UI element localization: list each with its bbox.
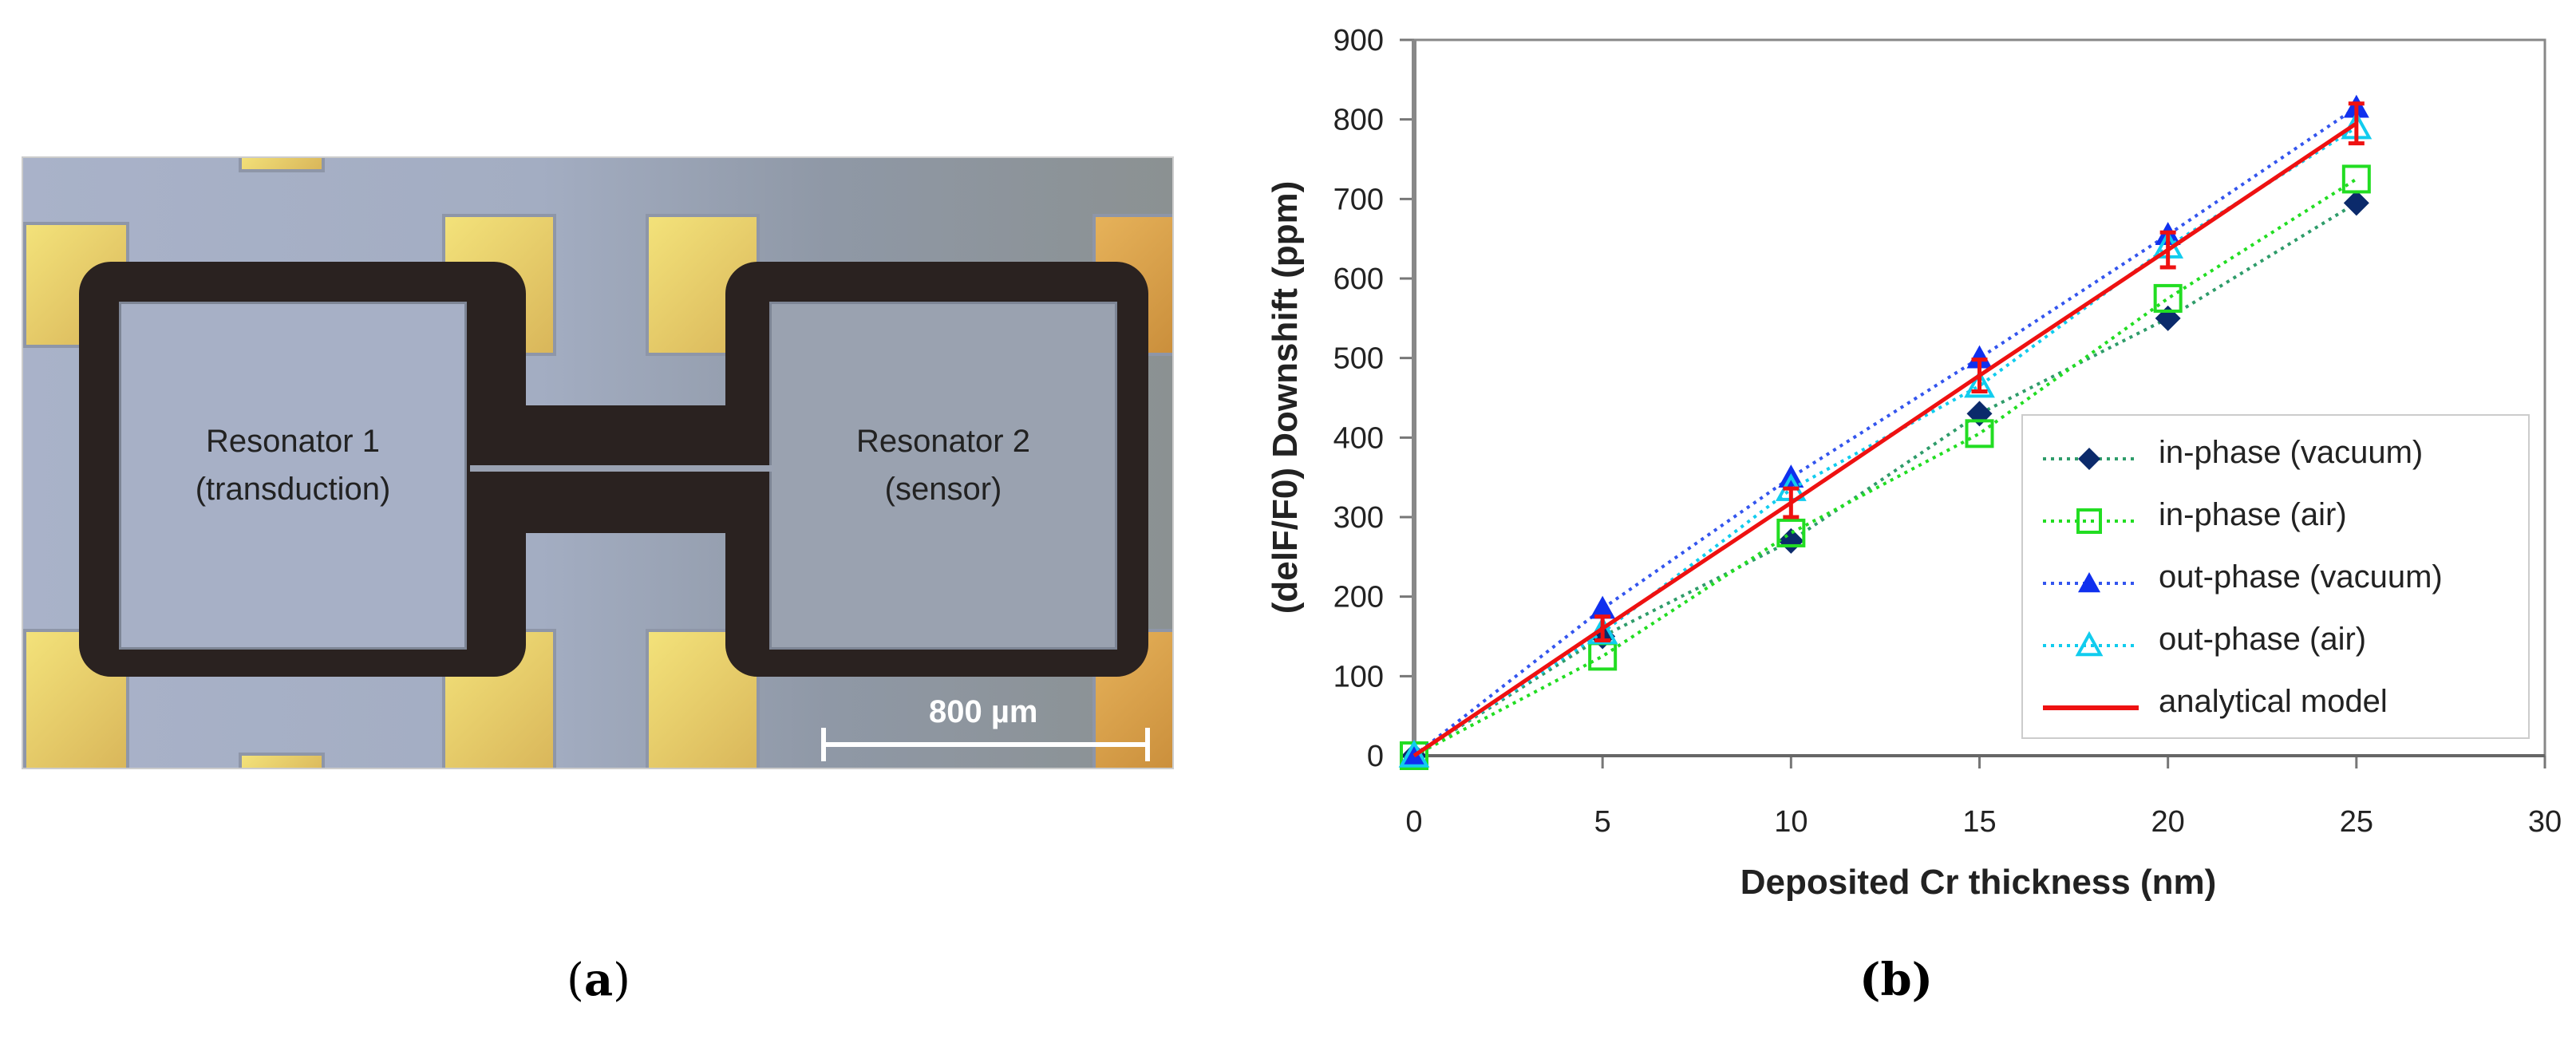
- legend-swatch: [2043, 630, 2139, 657]
- bond-pad: [239, 158, 325, 172]
- resonator-micrograph: Resonator 1 (transduction) Resonator 2 (…: [22, 156, 1174, 769]
- series-line: [1412, 201, 2357, 757]
- legend-label: out-phase (air): [2159, 622, 2367, 657]
- y-tick-label: 0: [1367, 740, 1384, 773]
- data-point: [1398, 739, 1430, 768]
- resonator-2-subtitle: (sensor): [884, 472, 1002, 507]
- legend-swatch: [2043, 572, 2139, 593]
- data-point: [2153, 283, 2183, 313]
- panel-a-label: (a): [567, 954, 630, 1006]
- data-point: [1590, 595, 1616, 619]
- data-point: [1965, 419, 1994, 448]
- x-tick-label: 5: [1594, 805, 1611, 839]
- scale-bar: [821, 728, 1150, 761]
- resonator-1-title: Resonator 1: [206, 424, 380, 459]
- x-axis-title: Deposited Cr thickness (nm): [1740, 863, 2217, 902]
- data-point: [1776, 518, 1806, 547]
- y-tick-label: 800: [1333, 104, 1384, 137]
- resonator-1: Resonator 1 (transduction): [119, 302, 467, 650]
- panel-a-letter: a: [583, 954, 614, 1006]
- y-tick-label: 900: [1333, 24, 1384, 57]
- x-tick-label: 15: [1962, 805, 1996, 839]
- legend-item: out-phase (air): [2039, 612, 2518, 676]
- y-tick-label: 400: [1333, 421, 1384, 455]
- data-point: [1964, 369, 1995, 398]
- series-line: [1412, 121, 2358, 758]
- legend-item: in-phase (air): [2039, 488, 2518, 551]
- series-analytical-model: [1412, 101, 2365, 758]
- legend-item: out-phase (vacuum): [2039, 550, 2518, 614]
- x-tick-label: 10: [1774, 805, 1808, 839]
- resonator-2-title: Resonator 2: [856, 424, 1030, 459]
- legend-item: in-phase (vacuum): [2039, 425, 2518, 489]
- legend-swatch: [2043, 705, 2139, 710]
- legend-label: in-phase (air): [2159, 497, 2347, 532]
- legend-label: analytical model: [2159, 684, 2388, 719]
- legend-label: in-phase (vacuum): [2159, 435, 2424, 470]
- series-line: [1413, 177, 2357, 757]
- resonator-2: Resonator 2 (sensor): [769, 302, 1117, 650]
- data-point: [2341, 164, 2371, 194]
- y-tick-label: 100: [1333, 660, 1384, 693]
- bond-pad: [239, 753, 325, 768]
- y-tick-label: 500: [1333, 342, 1384, 376]
- panel-b-label: (b): [1859, 954, 1934, 1006]
- legend-marker: [2075, 630, 2104, 657]
- y-axis-title: (delF/F0) Downshift (ppm): [1266, 181, 1305, 614]
- y-tick-label: 600: [1333, 263, 1384, 296]
- chart-legend: in-phase (vacuum) in-phase (air) out-phase…: [2021, 414, 2530, 739]
- x-tick-label: 25: [2340, 805, 2373, 839]
- legend-marker: [2078, 572, 2100, 593]
- scale-bar-label: 800 µm: [929, 694, 1038, 729]
- y-tick-label: 200: [1333, 581, 1384, 614]
- legend-swatch: [2043, 448, 2139, 470]
- legend-marker: [2078, 448, 2100, 470]
- legend-marker: [2076, 508, 2102, 534]
- y-tick-label: 300: [1333, 501, 1384, 535]
- x-tick-label: 0: [1405, 805, 1422, 839]
- y-tick-label: 700: [1333, 183, 1384, 216]
- legend-item: analytical model: [2039, 674, 2518, 738]
- legend-swatch: [2043, 508, 2139, 534]
- data-point: [1966, 345, 1993, 369]
- coupling-beam: [470, 465, 773, 472]
- resonator-1-subtitle: (transduction): [195, 472, 391, 507]
- legend-label: out-phase (vacuum): [2159, 559, 2443, 595]
- x-tick-label: 20: [2151, 805, 2185, 839]
- paren: (: [567, 954, 584, 1006]
- paren: ): [613, 954, 631, 1006]
- x-tick-label: 30: [2528, 805, 2562, 839]
- data-point: [2343, 190, 2369, 216]
